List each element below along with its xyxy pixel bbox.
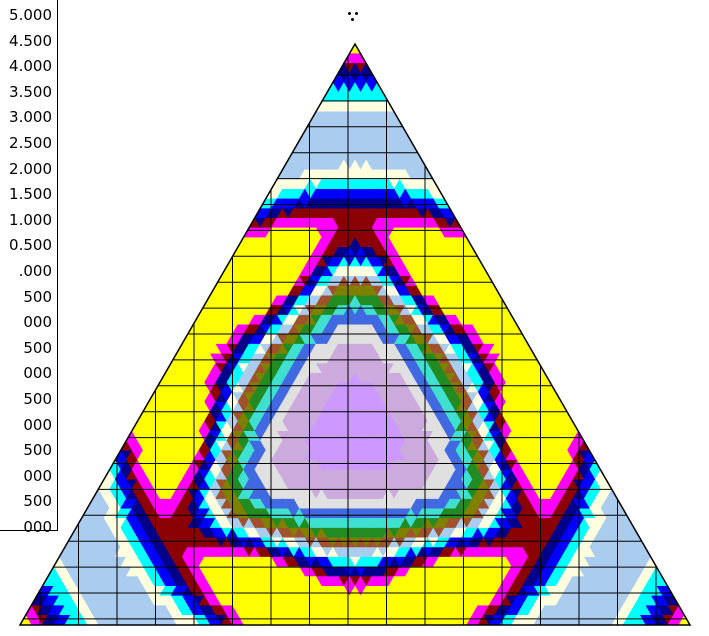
contour-cell [466, 614, 479, 625]
apex-marker-icon [348, 10, 362, 24]
contour-cell [477, 614, 490, 625]
contour-cell [510, 614, 524, 625]
contour-cell [544, 614, 557, 625]
legend-tick-label: 2.500 [9, 134, 52, 152]
legend-tick-label: 000 [23, 466, 52, 485]
legend-tick-label: 5.000 [9, 6, 52, 24]
contour-cell [410, 614, 423, 625]
legend-tick-label: 3.500 [9, 82, 52, 101]
contour-cell [667, 614, 680, 625]
legend-tick-label: 000 [23, 518, 52, 536]
contour-cell [521, 614, 535, 625]
legend-tick-label: 3.000 [9, 108, 52, 127]
contour-cell [499, 614, 512, 625]
contour-cell [655, 614, 669, 625]
legend-tick-label: 500 [23, 287, 52, 306]
legend-tick-label: 4.000 [9, 57, 52, 76]
legend-tick-label: 500 [23, 492, 52, 511]
contour-cell [622, 614, 635, 625]
contour-cell [432, 614, 445, 625]
legend-tick-label: 000 [23, 415, 52, 434]
legend-tick-label: 000 [23, 313, 52, 332]
legend-tick-label: .000 [18, 262, 52, 280]
contour-cell [533, 614, 546, 625]
legend-tick-label: 000 [23, 364, 52, 383]
contour-cell [644, 614, 658, 625]
legend-tick-label: 4.500 [9, 31, 52, 50]
legend-tick-label: 1.000 [9, 210, 52, 229]
legend-tick-label: 2.000 [9, 159, 52, 178]
contour-cell [600, 614, 613, 625]
color-legend: 5.000 4.500 4.000 3.500 3.000 2.500 2.000 1.500… [0, 0, 58, 535]
legend-tick-label: 0.500 [9, 236, 52, 255]
contour-cell [566, 614, 579, 625]
legend-tick-label: 500 [23, 338, 52, 357]
contour-cell [577, 614, 591, 625]
contour-cell [633, 614, 646, 625]
legend-tick-label: 500 [23, 441, 52, 460]
contour-cell [443, 614, 457, 625]
contour-cell [555, 614, 568, 625]
contour-cell [488, 614, 501, 625]
contour-cell [588, 614, 602, 625]
legend-tick-label: 1.500 [9, 185, 52, 204]
legend-tick-label: 500 [23, 390, 52, 408]
